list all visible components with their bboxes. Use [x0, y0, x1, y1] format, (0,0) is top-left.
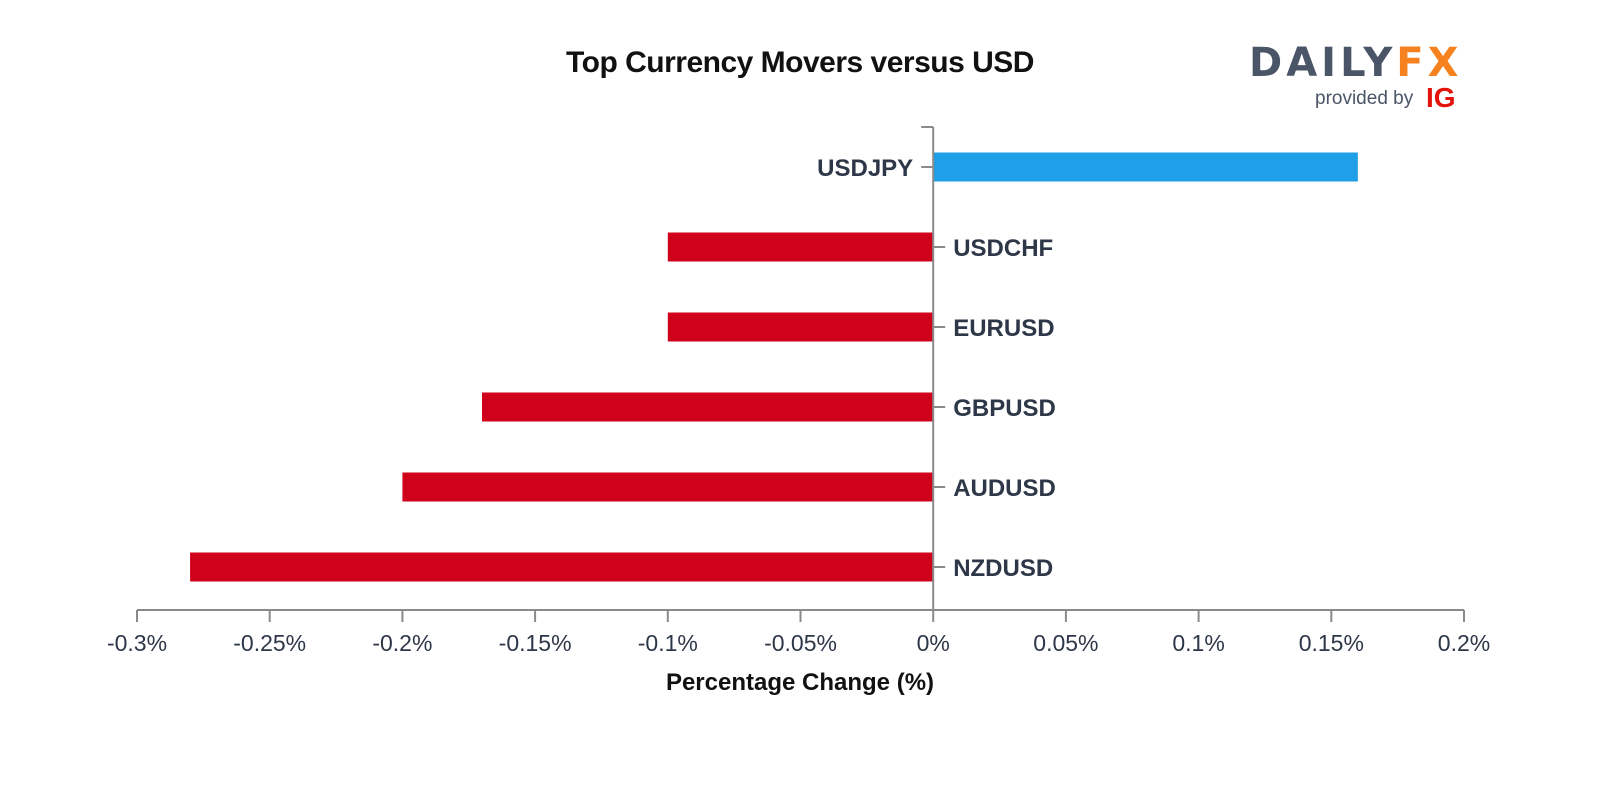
category-label-gbpusd: GBPUSD — [953, 395, 1056, 422]
category-label-usdchf: USDCHF — [953, 235, 1053, 262]
logo-brand-da: DA — [1249, 40, 1321, 86]
x-tick-label-1: -0.25% — [233, 630, 306, 656]
bar-nzdusd — [190, 552, 934, 582]
chart-title: Top Currency Movers versus USD — [566, 46, 1034, 79]
x-tick-label-6: 0% — [917, 630, 950, 656]
category-label-eurusd: EURUSD — [953, 315, 1054, 342]
x-tick-label-0: -0.3% — [107, 630, 167, 656]
logo-ig: IG — [1426, 82, 1456, 113]
bars-layer — [190, 152, 1358, 582]
x-axis-title: Percentage Change (%) — [666, 669, 934, 696]
bar-audusd — [402, 472, 934, 502]
logo-provided-by: provided by — [1315, 88, 1414, 109]
logo-brand-ly: LY — [1340, 40, 1396, 86]
dailyfx-logo: DAILYFX provided by IG — [1249, 40, 1462, 113]
bar-gbpusd — [482, 392, 934, 422]
x-tick-label-5: -0.05% — [764, 630, 837, 656]
category-label-usdjpy: USDJPY — [817, 155, 913, 182]
x-tick-label-3: -0.15% — [499, 630, 572, 656]
x-tick-label-9: 0.15% — [1299, 630, 1364, 656]
x-axis-ticks: -0.3% -0.25% -0.2% -0.15% -0.1% -0.05% 0% 0.05%… — [107, 126, 1490, 656]
category-labels: USDJPY USDCHF EURUSD GBPUSD AUDUSD NZDUSD — [817, 155, 1056, 582]
category-label-nzdusd: NZDUSD — [953, 555, 1053, 582]
x-tick-label-7: 0.05% — [1033, 630, 1098, 656]
logo-brand: DAILYFX — [1249, 40, 1462, 86]
bar-usdchf — [667, 232, 934, 262]
x-tick-label-8: 0.1% — [1172, 630, 1224, 656]
bar-usdjpy — [933, 152, 1358, 182]
category-label-audusd: AUDUSD — [953, 475, 1056, 502]
bar-eurusd — [667, 312, 934, 342]
logo-brand-i: I — [1321, 40, 1340, 86]
x-tick-label-2: -0.2% — [372, 630, 432, 656]
x-tick-label-10: 0.2% — [1438, 630, 1490, 656]
logo-brand-fx: FX — [1396, 40, 1462, 86]
x-tick-label-4: -0.1% — [638, 630, 698, 656]
